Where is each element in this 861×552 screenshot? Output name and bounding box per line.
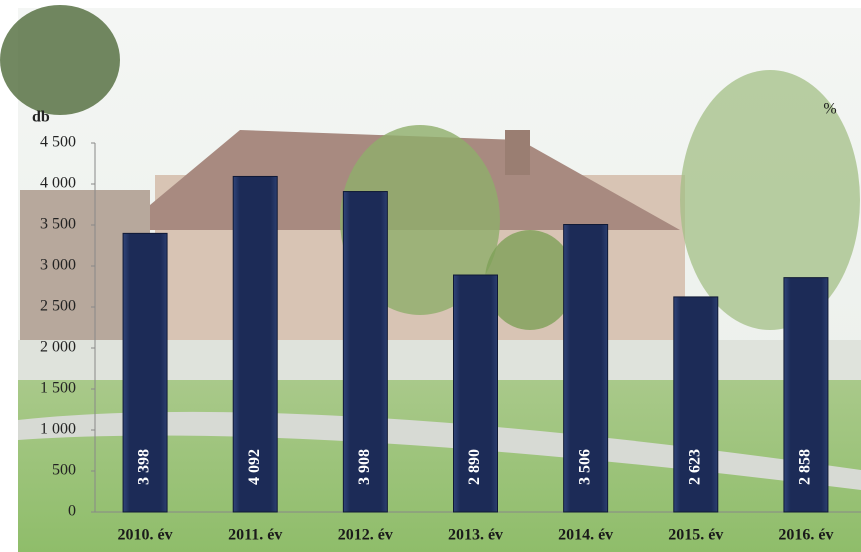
y-tick-label: 500 bbox=[52, 462, 76, 479]
bar bbox=[122, 232, 168, 513]
y-tick-label: 3 000 bbox=[40, 257, 76, 274]
x-tick-label: 2016. év bbox=[778, 527, 833, 544]
value-label: 2 858 bbox=[797, 449, 814, 485]
bar bbox=[673, 296, 719, 513]
x-tick-label: 2014. év bbox=[558, 527, 613, 544]
y-tick-label: 4 000 bbox=[40, 175, 76, 192]
y-axis-label: db bbox=[32, 109, 50, 126]
y-tick-label: 2 500 bbox=[40, 298, 76, 315]
x-tick-label: 2010. év bbox=[118, 527, 173, 544]
value-label: 3 506 bbox=[576, 449, 593, 485]
y-tick-label: 0 bbox=[68, 503, 76, 520]
y-tick-label: 1 000 bbox=[40, 421, 76, 438]
x-tick-label: 2011. év bbox=[228, 527, 282, 544]
x-tick-label: 2015. év bbox=[668, 527, 723, 544]
bar bbox=[563, 224, 609, 513]
bar bbox=[783, 277, 829, 513]
value-label: 2 623 bbox=[686, 449, 703, 485]
bar bbox=[342, 191, 388, 513]
y-tick-label: 4 500 bbox=[40, 134, 76, 151]
y-tick-label: 1 500 bbox=[40, 380, 76, 397]
y2-axis-label: % bbox=[823, 101, 836, 118]
bar bbox=[232, 175, 278, 513]
value-label: 3 398 bbox=[136, 449, 153, 485]
value-label: 4 092 bbox=[246, 449, 263, 485]
x-tick-label: 2012. év bbox=[338, 527, 393, 544]
y-tick-label: 3 500 bbox=[40, 216, 76, 233]
y-tick-label: 2 000 bbox=[40, 339, 76, 356]
value-label: 3 908 bbox=[356, 449, 373, 485]
x-tick-label: 2013. év bbox=[448, 527, 503, 544]
value-label: 2 890 bbox=[466, 449, 483, 485]
bar bbox=[453, 274, 498, 513]
